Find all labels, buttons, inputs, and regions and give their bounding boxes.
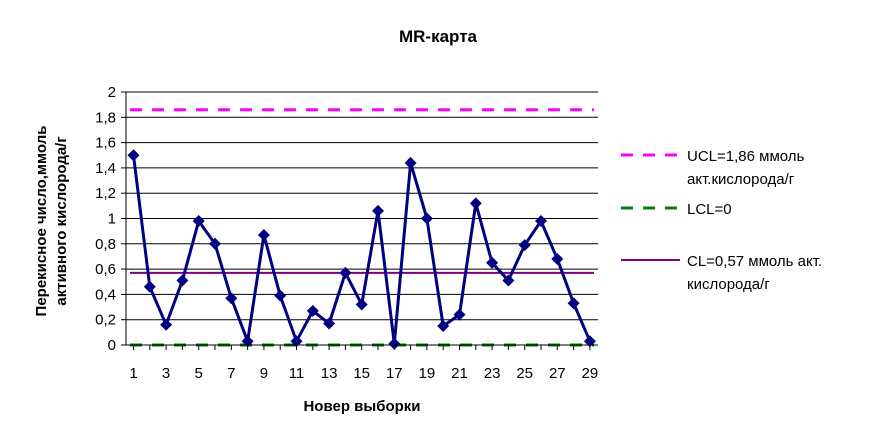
x-tick-label: 9 <box>260 365 268 382</box>
data-point <box>160 318 173 331</box>
data-point <box>323 317 336 330</box>
y-tick-label: 0,8 <box>95 236 116 253</box>
x-tick-label: 13 <box>321 365 338 382</box>
data-point <box>372 204 384 217</box>
x-tick-label: 29 <box>582 365 599 382</box>
y-tick-label: 0 <box>108 337 116 354</box>
x-tick-label: 3 <box>162 365 170 382</box>
data-point <box>290 335 303 348</box>
series-line <box>132 155 592 348</box>
data-point <box>274 289 287 302</box>
y-tick-label: 0,4 <box>95 286 116 303</box>
y-tick-label: 2 <box>108 84 116 101</box>
y-tick-label: 1,6 <box>95 135 116 152</box>
x-tick-label: 17 <box>386 365 403 382</box>
data-point <box>420 212 433 225</box>
data-point <box>355 298 368 311</box>
x-tick-label: 7 <box>227 365 235 382</box>
data-point <box>388 337 401 350</box>
data-point <box>518 239 531 252</box>
legend-label-2: CL=0,57 ммоль акт. <box>687 253 822 270</box>
data-point <box>176 274 189 287</box>
data-point <box>257 228 270 241</box>
data-point <box>567 297 580 310</box>
data-point <box>127 149 140 162</box>
y-axis-label-line-2: активного кислорода/г <box>53 136 70 305</box>
x-tick-label: 19 <box>419 365 436 382</box>
y-axis-ticks: 0 0,2 0,4 0,6 0,8 1 1,2 1,4 1,6 1,8 2 <box>95 84 126 354</box>
x-tick-label: 5 <box>195 365 203 382</box>
data-point <box>143 280 156 293</box>
y-axis-label-line-1: Перекисное число,ммоль <box>33 126 50 317</box>
legend-label-2: кислорода/г <box>687 276 770 293</box>
data-point <box>404 156 417 169</box>
data-series <box>127 149 596 350</box>
legend-label-1: LCL=0 <box>687 201 732 218</box>
data-point <box>306 304 319 317</box>
x-tick-label: 27 <box>549 365 566 382</box>
data-point <box>225 292 238 305</box>
data-point <box>583 335 596 348</box>
data-point <box>453 308 466 321</box>
y-tick-label: 1,2 <box>95 185 116 202</box>
legend-label-0: акт.кислорода/г <box>687 171 795 188</box>
data-point <box>486 256 499 269</box>
x-tick-label: 21 <box>451 365 468 382</box>
x-tick-label: 25 <box>516 365 533 382</box>
axes <box>125 92 598 346</box>
x-tick-label: 23 <box>484 365 501 382</box>
x-axis-label: Новер выборки <box>303 398 420 415</box>
x-axis-ticks: 1 3 5 7 9 11 13 15 17 19 21 23 25 27 29 <box>129 345 598 382</box>
y-tick-label: 1,8 <box>95 109 116 126</box>
gridlines <box>126 91 598 346</box>
y-tick-label: 1,4 <box>95 160 116 177</box>
data-point <box>551 252 564 265</box>
legend-label-0: UCL=1,86 ммоль <box>687 148 805 165</box>
y-tick-label: 0,6 <box>95 261 116 278</box>
legend: UCL=1,86 ммоль акт.кислорода/г LCL=0 CL=0,5… <box>621 148 822 293</box>
data-point <box>192 215 205 228</box>
data-point <box>437 320 450 333</box>
y-axis-label: Перекисное число,ммоль активного кислоро… <box>33 126 70 317</box>
x-tick-label: 1 <box>129 365 137 382</box>
data-point <box>339 266 352 279</box>
y-tick-label: 1 <box>108 211 116 228</box>
data-point <box>241 335 254 348</box>
x-tick-label: 15 <box>353 365 370 382</box>
data-point <box>502 274 515 287</box>
x-tick-label: 11 <box>289 365 305 382</box>
chart-title: MR-карта <box>399 27 478 46</box>
data-point <box>469 197 482 210</box>
data-point <box>209 237 221 250</box>
y-tick-label: 0,2 <box>95 312 116 329</box>
data-point <box>535 215 547 228</box>
